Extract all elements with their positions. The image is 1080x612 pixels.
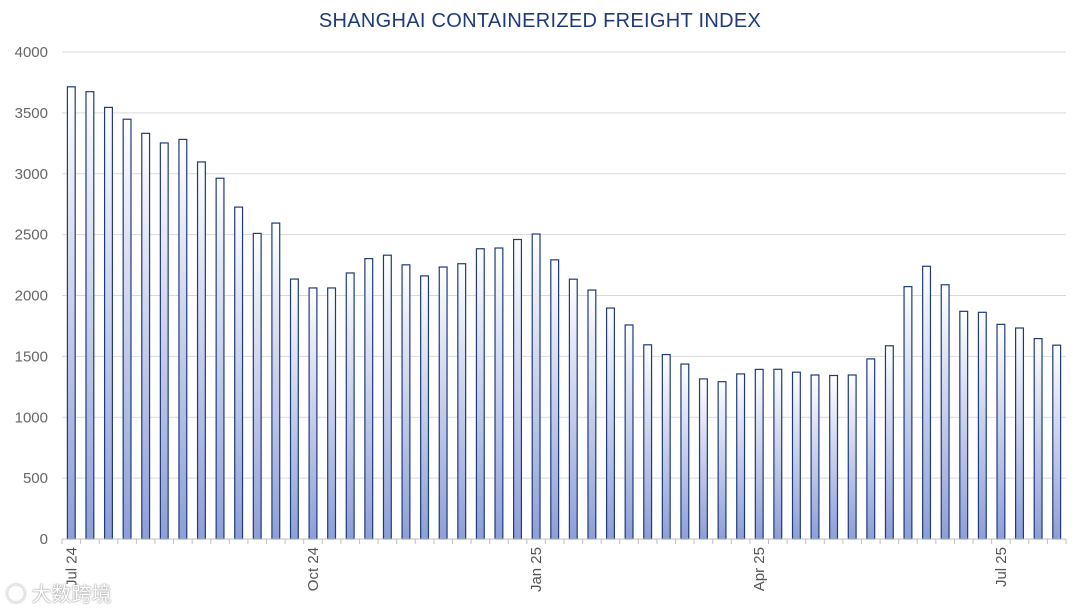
grid-lines — [62, 51, 1066, 479]
bar — [717, 381, 727, 540]
bar — [977, 311, 987, 540]
bar — [791, 371, 801, 540]
x-axis-ticks: Jul 24 Oct 24 Jan 25 Apr 25 Jul 25 — [63, 547, 1010, 592]
y-tick-label: 500 — [23, 470, 48, 487]
bar — [568, 278, 578, 540]
bar — [457, 263, 467, 540]
bar — [661, 353, 671, 540]
bar — [903, 286, 913, 540]
x-tick-label: Oct 24 — [305, 547, 322, 591]
bar — [141, 132, 151, 540]
bar — [438, 266, 448, 540]
bar — [513, 238, 523, 540]
bar — [289, 278, 299, 540]
bar — [1052, 344, 1062, 540]
bar — [234, 206, 244, 540]
bars — [66, 86, 1062, 540]
bar — [1033, 337, 1043, 540]
bar — [345, 272, 355, 540]
bar — [643, 344, 653, 540]
y-tick-label: 0 — [40, 531, 48, 548]
bar — [122, 118, 132, 540]
bar — [773, 368, 783, 540]
y-axis-ticks: 0 500 1000 1500 2000 2500 3000 3500 4000 — [15, 44, 48, 548]
bar — [420, 275, 430, 540]
bar — [475, 248, 485, 540]
bar — [382, 254, 392, 540]
x-tick-label: Jul 24 — [63, 547, 80, 587]
bar — [940, 284, 950, 540]
bar — [754, 368, 764, 540]
x-axis — [61, 538, 1067, 544]
bar — [736, 373, 746, 540]
bar — [680, 363, 690, 540]
y-tick-label: 2000 — [15, 288, 48, 305]
bar — [271, 222, 281, 540]
y-tick-label: 1500 — [15, 348, 48, 365]
bar — [624, 324, 634, 540]
bar — [829, 374, 839, 540]
bar — [364, 258, 374, 540]
bar — [996, 323, 1006, 540]
chart-title: SHANGHAI CONTAINERIZED FREIGHT INDEX — [318, 10, 762, 32]
bar — [252, 232, 262, 540]
bar — [327, 287, 337, 540]
bar — [66, 86, 76, 540]
bar — [884, 345, 894, 540]
y-tick-label: 4000 — [15, 44, 48, 61]
bar — [1015, 327, 1025, 540]
bar — [178, 138, 188, 540]
bar — [103, 106, 113, 540]
y-tick-label: 3000 — [15, 166, 48, 183]
x-tick-label: Jan 25 — [528, 547, 545, 592]
bar — [85, 91, 95, 540]
bar — [308, 287, 318, 540]
y-tick-label: 3500 — [15, 105, 48, 122]
bar — [196, 161, 206, 540]
bar — [922, 265, 932, 540]
x-tick-label: Jul 25 — [993, 547, 1010, 587]
bar — [959, 310, 969, 540]
y-tick-label: 1000 — [15, 409, 48, 426]
bar — [215, 177, 225, 540]
bar — [401, 264, 411, 540]
bar — [698, 378, 708, 540]
bar — [810, 374, 820, 540]
watermark-logo: ◯ 大数跨境 — [6, 584, 112, 606]
bar — [587, 289, 597, 540]
bar — [605, 307, 615, 540]
bar — [159, 142, 169, 540]
x-tick-label: Apr 25 — [751, 547, 768, 591]
bar — [847, 374, 857, 540]
bar — [531, 233, 541, 540]
bar — [494, 247, 504, 540]
y-tick-label: 2500 — [15, 227, 48, 244]
bar — [550, 259, 560, 540]
bar — [866, 358, 876, 540]
